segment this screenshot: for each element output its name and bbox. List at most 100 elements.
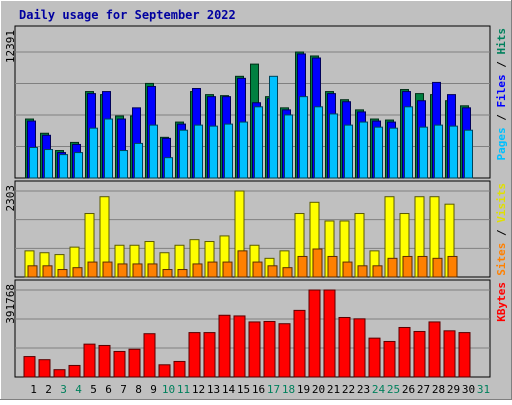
bar-kbytes-day-28 [428, 321, 441, 378]
x-label-day-8: 8 [135, 383, 142, 396]
bar-sites-day-28 [432, 257, 443, 278]
panel-kbytes: 391768 KBytes [4, 279, 508, 378]
chart-title: Daily usage for September 2022 [19, 8, 236, 22]
panel-visits-sites: 2303 Sites / Visits [4, 180, 508, 278]
bar-pages-day-28 [434, 124, 443, 179]
bar-sites-day-3 [57, 269, 68, 278]
x-label-day-5: 5 [90, 383, 97, 396]
bar-sites-day-9 [147, 263, 158, 278]
bar-pages-day-5 [89, 127, 98, 179]
bar-sites-day-16 [252, 261, 263, 278]
bar-sites-day-6 [102, 261, 113, 278]
bar-pages-day-8 [134, 142, 143, 179]
bar-sites-day-14 [222, 261, 233, 278]
x-label-day-30: 30 [462, 383, 475, 396]
legend-kbytes: KBytes [495, 282, 508, 322]
x-label-day-13: 13 [207, 383, 220, 396]
legend-entry: Visits [495, 183, 508, 223]
y-max-label-hits-files-pages: 12391 [4, 30, 17, 63]
bar-pages-day-17 [269, 75, 278, 179]
bar-kbytes-day-22 [338, 316, 351, 378]
chart-panels: 12391 Pages / Files / Hits 2303 Sites / Vis… [4, 25, 508, 378]
bar-kbytes-day-12 [188, 332, 201, 378]
bar-kbytes-day-10 [158, 364, 171, 378]
legend-entry: / [495, 223, 508, 243]
x-label-day-10: 10 [162, 383, 175, 396]
bar-pages-day-7 [119, 150, 128, 179]
x-label-day-2: 2 [45, 383, 52, 396]
bar-kbytes-day-19 [293, 309, 306, 378]
legend-visits-sites: Sites / Visits [495, 183, 508, 276]
bar-sites-day-25 [387, 257, 398, 278]
x-label-day-15: 15 [237, 383, 250, 396]
bar-kbytes-day-24 [368, 337, 381, 378]
bar-sites-day-8 [132, 263, 143, 278]
bar-pages-day-14 [224, 123, 233, 179]
bar-pages-day-19 [299, 96, 308, 179]
bar-pages-day-24 [374, 126, 383, 179]
x-label-day-19: 19 [297, 383, 310, 396]
legend-entry: Hits [495, 28, 508, 55]
bar-kbytes-day-20 [308, 289, 321, 378]
x-label-day-21: 21 [327, 383, 340, 396]
bar-sites-day-26 [402, 255, 413, 278]
legend-entry: Pages [495, 127, 508, 160]
x-label-day-24: 24 [372, 383, 386, 396]
bar-pages-day-13 [209, 125, 218, 179]
bar-kbytes-day-7 [113, 350, 126, 378]
bar-pages-day-20 [314, 106, 323, 179]
x-label-day-20: 20 [312, 383, 325, 396]
bar-pages-day-26 [404, 106, 413, 179]
bar-kbytes-day-18 [278, 323, 291, 378]
bar-kbytes-day-6 [98, 344, 111, 378]
bar-kbytes-day-8 [128, 348, 141, 378]
bar-pages-day-21 [329, 113, 338, 179]
bar-kbytes-day-9 [143, 333, 156, 378]
bar-kbytes-day-26 [398, 326, 411, 378]
bar-pages-day-15 [239, 121, 248, 179]
bar-sites-day-15 [237, 250, 248, 278]
bar-pages-day-25 [389, 127, 398, 179]
bar-sites-day-23 [357, 265, 368, 278]
x-label-day-1: 1 [30, 383, 37, 396]
bar-kbytes-day-15 [233, 315, 246, 378]
x-label-day-26: 26 [402, 383, 415, 396]
bar-pages-day-18 [284, 114, 293, 179]
legend-entry: Sites [495, 243, 508, 276]
bar-kbytes-day-21 [323, 289, 336, 378]
bar-sites-day-18 [282, 267, 293, 278]
bar-sites-day-4 [72, 267, 83, 278]
x-label-day-17: 17 [267, 383, 280, 396]
legend-hits-files-pages: Pages / Files / Hits [495, 28, 508, 161]
x-label-day-23: 23 [357, 383, 370, 396]
y-max-label-kbytes: 391768 [4, 284, 17, 324]
x-label-day-14: 14 [222, 383, 236, 396]
bar-pages-day-27 [419, 126, 428, 179]
bar-pages-day-1 [29, 146, 38, 179]
x-label-day-7: 7 [120, 383, 127, 396]
bar-kbytes-day-4 [68, 364, 81, 378]
bar-pages-day-4 [74, 152, 83, 179]
bar-kbytes-day-23 [353, 318, 366, 378]
bar-kbytes-day-11 [173, 360, 186, 378]
bar-kbytes-day-1 [23, 356, 36, 378]
bar-kbytes-day-2 [38, 359, 51, 378]
bar-sites-day-22 [342, 261, 353, 278]
bar-kbytes-day-30 [458, 332, 471, 378]
x-label-day-11: 11 [177, 383, 190, 396]
bar-sites-day-7 [117, 263, 128, 278]
x-label-day-12: 12 [192, 383, 205, 396]
bar-sites-day-11 [177, 269, 188, 278]
x-label-day-3: 3 [60, 383, 67, 396]
x-label-day-6: 6 [105, 383, 112, 396]
x-label-day-27: 27 [417, 383, 430, 396]
bar-kbytes-day-5 [83, 343, 96, 378]
x-label-day-18: 18 [282, 383, 295, 396]
bar-kbytes-day-3 [53, 369, 66, 378]
x-axis-day-labels: 1 2 3 4 5 6 7 8 9 10 11 12 13 14 15 16 17 18 19 20 21 22 23 24 2… [30, 383, 490, 396]
x-label-day-29: 29 [447, 383, 460, 396]
bar-pages-day-3 [59, 154, 68, 179]
legend-entry: KBytes [495, 282, 508, 322]
